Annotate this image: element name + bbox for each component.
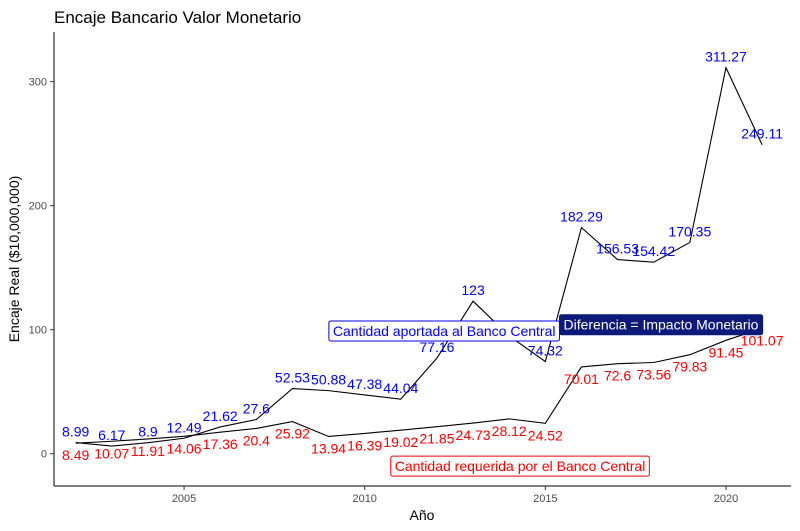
data-label: 24.52 [528, 427, 563, 443]
data-label: 249.11 [741, 126, 783, 142]
axis-ticks: 2005 2010 2015 2020 0 100 200 300 [29, 77, 739, 505]
data-label: 170.35 [668, 223, 711, 239]
x-tick-label: 2005 [172, 493, 196, 505]
data-label: 10.07 [94, 445, 129, 461]
data-label: 16.39 [347, 437, 382, 453]
x-tick-label: 2020 [714, 493, 738, 505]
data-label: 12.49 [167, 419, 202, 435]
x-axis-title: Año [410, 507, 435, 523]
x-tick-label: 2015 [533, 493, 557, 505]
data-label: 14.06 [167, 440, 202, 456]
data-label: 70.01 [564, 371, 599, 387]
data-label: 25.92 [275, 426, 310, 442]
data-label: 52.53 [275, 370, 310, 386]
data-label: 8.99 [62, 424, 89, 440]
data-label: 8.49 [62, 447, 89, 463]
y-tick-label: 200 [29, 201, 47, 213]
data-label: 17.36 [203, 436, 238, 452]
y-tick-label: 100 [29, 325, 47, 337]
series-line-1 [75, 65, 763, 447]
annotation-label: Cantidad requerida por el Banco Central [390, 455, 650, 477]
data-label: 101.07 [741, 332, 784, 348]
data-label: 74.32 [528, 343, 563, 359]
data-label: 6.17 [98, 427, 125, 443]
data-label: 50.88 [311, 372, 346, 388]
data-label: 182.29 [560, 209, 603, 225]
series-line-2 [75, 327, 763, 444]
data-label: 13.94 [311, 440, 346, 456]
data-label: 27.6 [243, 401, 270, 417]
data-label: 156.53 [596, 241, 639, 257]
annotation-label: Cantidad aportada al Banco Central [328, 320, 560, 342]
data-label: 79.83 [672, 359, 707, 375]
data-label: 311.27 [705, 49, 747, 65]
annotations: Cantidad aportada al Banco Central Cantid… [328, 314, 764, 477]
x-tick-label: 2010 [352, 493, 376, 505]
data-label: 11.91 [131, 443, 165, 459]
data-label: 91.45 [708, 344, 743, 360]
y-tick-label: 0 [41, 449, 47, 461]
data-label: 24.73 [456, 427, 491, 443]
data-label: 47.38 [347, 376, 382, 392]
data-label: 21.62 [203, 408, 238, 424]
annotation-box [558, 314, 764, 336]
annotation-text: Diferencia = Impacto Monetario [563, 317, 758, 333]
chart-title: Encaje Bancario Valor Monetario [54, 8, 301, 27]
data-label: 77.16 [419, 339, 454, 355]
data-label: 21.85 [419, 431, 454, 447]
annotation-box [390, 455, 650, 477]
data-label: 72.6 [604, 368, 631, 384]
series-lines [75, 65, 763, 447]
data-label: 123 [461, 282, 485, 298]
annotation-text: Cantidad requerida por el Banco Central [395, 458, 646, 474]
data-label: 19.02 [383, 434, 418, 450]
data-label: 154.42 [632, 243, 675, 259]
plot-area: 2005 2010 2015 2020 0 100 200 300 8.99 6.17 8.9 12… [29, 32, 791, 505]
data-label: 73.56 [636, 367, 671, 383]
data-label: 20.4 [243, 432, 270, 448]
y-tick-label: 300 [29, 77, 47, 89]
data-label: 44.04 [383, 380, 418, 396]
data-label: 28.12 [492, 423, 527, 439]
annotation-label: Diferencia = Impacto Monetario [558, 314, 764, 336]
annotation-text: Cantidad aportada al Banco Central [333, 323, 556, 339]
data-label: 8.9 [138, 424, 158, 440]
y-axis-title: Encaje Real ($10,000,000) [6, 176, 22, 343]
